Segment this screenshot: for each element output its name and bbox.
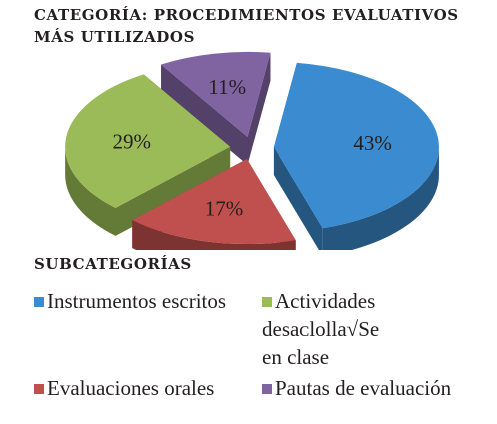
legend-label-pautas: Pautas de evaluación	[275, 376, 452, 400]
legend-swatch-orales	[34, 384, 44, 394]
legend-item-orales: Evaluaciones orales	[34, 374, 214, 402]
pie-slice-pautas	[161, 51, 271, 165]
legend-label-instrumentos: Instrumentos escritos	[47, 289, 227, 313]
legend-swatch-actividades	[262, 297, 272, 307]
legend-title: SUBCATEGORÍAS	[34, 255, 192, 273]
pie-slice-wall-actividades	[65, 146, 116, 236]
pie-slice-actividades	[65, 74, 231, 236]
chart-title-line-1: CATEGORÍA: PROCEDIMIENTOS EVALUATIVOS	[34, 6, 459, 24]
pie-slice-wall-evaluaciones	[132, 220, 296, 250]
pie-slice-top-evaluaciones	[132, 159, 296, 245]
pie-slice-wall-instrumentos	[322, 147, 439, 250]
pie-slice-side-instrumentos-1	[273, 147, 323, 250]
pie-slice-top-pautas	[161, 51, 271, 137]
chart-title-line-2: MÁS UTILIZADOS	[34, 28, 196, 46]
legend-item-actividades: Actividades desaᴄlolla√Se en clase	[262, 287, 497, 371]
pie-slice-side-pautas-1	[247, 52, 271, 165]
pie-chart: 43% 17% 29% 11%	[65, 51, 439, 250]
legend-swatch-pautas	[262, 384, 272, 394]
legend-swatch-instrumentos	[34, 297, 44, 307]
chart-title: CATEGORÍA: PROCEDIMIENTOS EVALUATIVOS MÁ…	[34, 4, 459, 48]
legend-item-instrumentos: Instrumentos escritos	[34, 287, 226, 315]
legend-item-pautas: Pautas de evaluación	[262, 374, 451, 402]
legend-label-actividades-line-1: Actividades desaᴄlolla√Se	[262, 289, 380, 341]
pie-label-pautas: 11%	[208, 75, 246, 99]
pie-label-instrumentos: 43%	[353, 131, 392, 155]
pie-slice-top-actividades	[65, 74, 231, 208]
pie-slice-top-instrumentos	[273, 62, 439, 229]
legend-label-actividades-line-2: en clase	[262, 345, 330, 369]
pie-label-evaluaciones: 17%	[205, 197, 244, 221]
pie-slice-instrumentos	[273, 62, 439, 250]
legend-label-orales: Evaluaciones orales	[47, 376, 215, 400]
pie-slice-side-pautas-0	[161, 64, 248, 165]
pie-slice-side-actividades-0	[115, 146, 231, 236]
pie-label-actividades: 29%	[112, 129, 151, 153]
pie-slice-evaluaciones	[132, 159, 296, 250]
